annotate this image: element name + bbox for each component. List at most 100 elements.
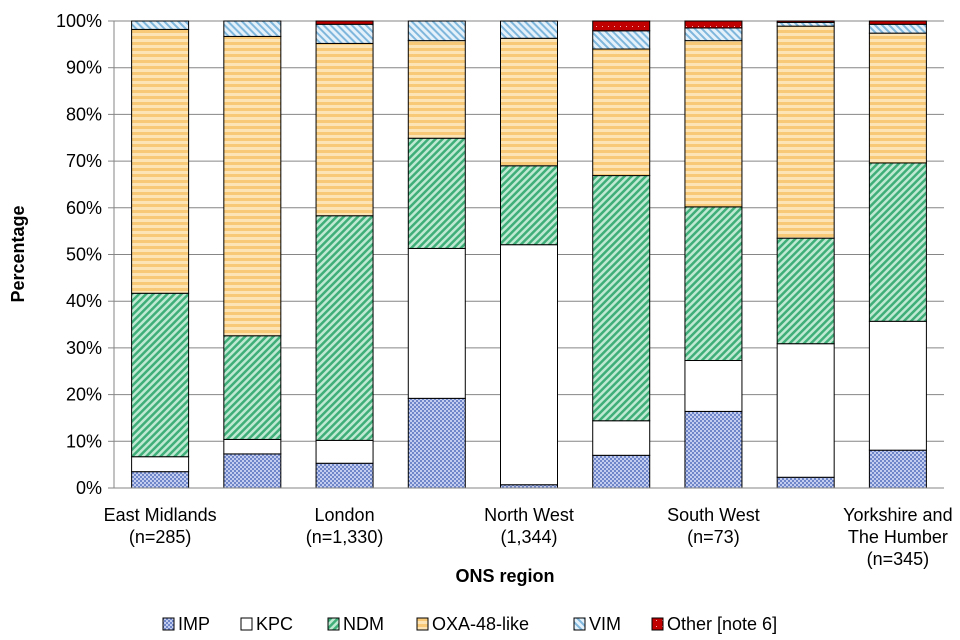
bar-west-midlands-imp <box>776 476 835 489</box>
legend-swatch <box>240 617 253 631</box>
bar-yorkshire-and-the-humber-imp <box>868 449 927 489</box>
legend-label: KPC <box>256 614 293 634</box>
bar-north-east-kpc <box>407 247 466 399</box>
axes <box>113 21 944 489</box>
bar-stack-south-east <box>592 20 651 489</box>
legend-item-kpc: KPC <box>240 614 293 634</box>
bar-east-midlands-kpc <box>131 456 190 473</box>
bar-south-east-imp <box>592 454 651 489</box>
legend: IMP KPC NDM OXA-48-like VIM Other [note 6] <box>162 614 777 634</box>
bar-north-east-ndm <box>407 137 466 249</box>
y-tick-label: 30% <box>66 338 102 358</box>
bar-yorkshire-and-the-humber-other-note-6 <box>868 20 927 25</box>
y-tick-label: 90% <box>66 58 102 78</box>
bar-east-of-england-imp <box>223 453 282 489</box>
bar-south-west-other-note-6 <box>684 20 743 29</box>
bar-london-kpc <box>315 439 374 464</box>
legend-label: VIM <box>589 614 621 634</box>
y-tick-label: 60% <box>66 198 102 218</box>
bar-yorkshire-and-the-humber-ndm <box>868 162 927 322</box>
bar-stack-north-east <box>407 20 466 489</box>
bar-london-ndm <box>315 215 374 441</box>
legend-item-oxa-48-like: OXA-48-like <box>416 614 529 634</box>
bar-south-west-vim <box>684 27 743 42</box>
x-tick-label-south-west: South West (n=73) <box>667 505 760 547</box>
x-axis-title: ONS region <box>455 566 554 586</box>
bar-stack-yorkshire-and-the-humber <box>868 20 927 489</box>
y-tick-label: 100% <box>56 11 102 31</box>
x-tick-label-east-midlands: East Midlands (n=285) <box>104 505 217 547</box>
bar-north-east-imp <box>407 397 466 489</box>
bar-stack-north-west <box>500 20 558 489</box>
bar-north-east-oxa-48-like <box>407 40 466 139</box>
legend-swatch <box>327 617 340 631</box>
bars <box>131 20 927 489</box>
bar-stack-west-midlands <box>776 20 835 489</box>
legend-swatch <box>573 617 586 631</box>
bar-south-west-kpc <box>684 360 743 412</box>
bar-yorkshire-and-the-humber-oxa-48-like <box>868 32 927 164</box>
y-tick-label: 0% <box>76 478 102 498</box>
bar-west-midlands-other-note-6 <box>776 20 835 23</box>
bar-london-oxa-48-like <box>315 42 374 217</box>
bar-east-midlands-imp <box>131 471 190 489</box>
bar-stack-east-of-england <box>223 20 282 489</box>
bar-yorkshire-and-the-humber-vim <box>868 23 927 34</box>
bar-north-east-vim <box>407 20 466 42</box>
bar-north-west-vim <box>500 20 558 39</box>
legend-swatch <box>416 617 429 631</box>
bar-south-west-imp <box>684 410 743 489</box>
legend-label: OXA-48-like <box>432 614 529 634</box>
bar-east-midlands-oxa-48-like <box>131 28 190 294</box>
x-axis-category-labels: East Midlands (n=285) London (n=1,330) North… <box>104 505 953 569</box>
x-tick-label-north-west: North West (1,344) <box>484 505 574 547</box>
bar-west-midlands-vim <box>776 21 835 27</box>
legend-label: IMP <box>178 614 210 634</box>
bar-east-of-england-ndm <box>223 335 282 440</box>
bar-south-west-oxa-48-like <box>684 40 743 208</box>
bar-west-midlands-oxa-48-like <box>776 25 835 239</box>
legend-label: Other [note 6] <box>667 614 777 634</box>
bar-east-midlands-ndm <box>131 292 190 458</box>
legend-item-vim: VIM <box>573 614 621 634</box>
y-tick-label: 80% <box>66 104 102 124</box>
bar-stack-south-west <box>684 20 743 489</box>
bar-west-midlands-ndm <box>776 237 835 345</box>
bar-south-east-vim <box>592 30 651 50</box>
y-tick-label: 20% <box>66 385 102 405</box>
bar-yorkshire-and-the-humber-kpc <box>868 320 927 451</box>
y-tick-label: 70% <box>66 151 102 171</box>
bar-east-of-england-kpc <box>223 438 282 455</box>
bar-stack-east-midlands <box>131 20 190 489</box>
y-tick-label: 10% <box>66 431 102 451</box>
bar-east-of-england-oxa-48-like <box>223 35 282 337</box>
y-axis-ticks: 0% 10% 20% 30% 40% 50% 60% 70% 80% 90% 100% <box>56 11 102 498</box>
x-tick-label-london: London (n=1,330) <box>306 505 384 547</box>
legend-item-ndm: NDM <box>327 614 384 634</box>
y-axis-title: Percentage <box>8 205 28 302</box>
legend-item-other-note-6: Other [note 6] <box>651 614 777 634</box>
legend-swatch <box>651 617 664 631</box>
bar-south-east-other-note-6 <box>592 20 651 32</box>
bar-west-midlands-kpc <box>776 343 835 478</box>
bar-east-midlands-vim <box>131 20 190 30</box>
bar-london-imp <box>315 462 374 489</box>
bar-south-east-oxa-48-like <box>592 48 651 177</box>
bar-north-west-oxa-48-like <box>500 37 558 167</box>
legend-item-imp: IMP <box>162 614 210 634</box>
bar-north-west-ndm <box>500 165 558 246</box>
bar-south-east-kpc <box>592 420 651 456</box>
x-tick-label-yorkshire-and-the-humber: Yorkshire and The Humber (n=345) <box>843 505 952 569</box>
bar-south-east-ndm <box>592 175 651 422</box>
bar-stack-london <box>315 20 374 489</box>
bar-north-west-kpc <box>500 244 558 486</box>
y-tick-label: 50% <box>66 245 102 265</box>
bar-south-west-ndm <box>684 206 743 362</box>
y-tick-label: 40% <box>66 291 102 311</box>
bar-london-vim <box>315 23 374 44</box>
legend-swatch <box>162 617 175 631</box>
legend-label: NDM <box>343 614 384 634</box>
bar-east-of-england-vim <box>223 20 282 37</box>
bar-london-other-note-6 <box>315 20 374 25</box>
